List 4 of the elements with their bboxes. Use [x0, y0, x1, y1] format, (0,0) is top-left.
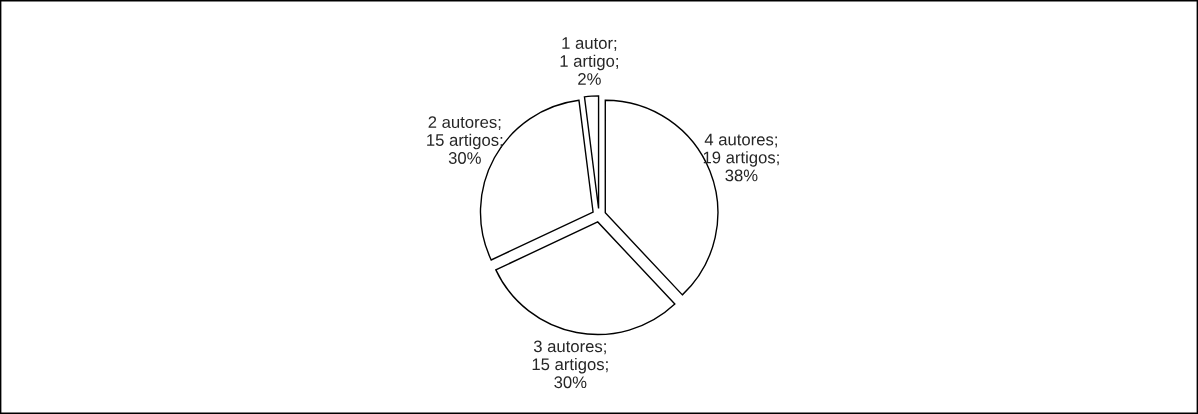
- slice-label: 4 autores; 19 artigos; 38%: [703, 133, 779, 182]
- slice-label: 2 autores; 15 artigos; 30%: [427, 116, 503, 164]
- slice-label: 1 autor; 1 artigo; 2%: [560, 37, 618, 85]
- slice-label: 3 autores; 15 artigos; 30%: [532, 340, 608, 389]
